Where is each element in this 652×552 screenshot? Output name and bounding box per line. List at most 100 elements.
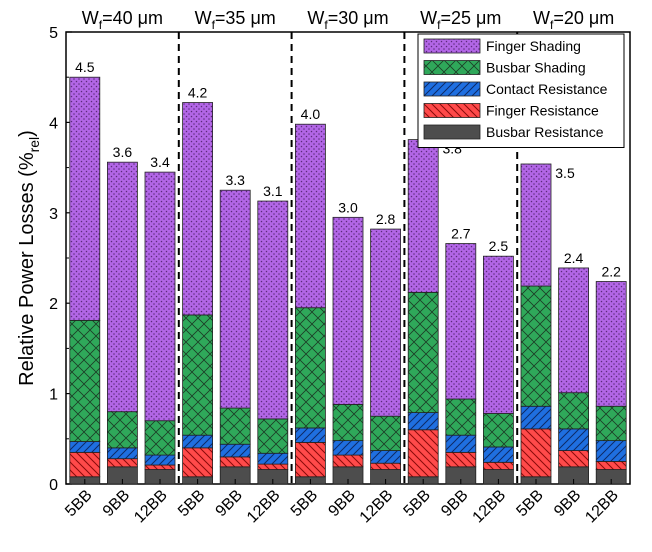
- x-tick-label: 5BB: [288, 487, 321, 520]
- bar-segment-finger-shading-pattern: [257, 201, 288, 419]
- x-tick-label: 9BB: [551, 487, 584, 520]
- bar-segment-contact-resistance-pattern: [408, 412, 439, 430]
- bar-segment-busbar-shading-pattern: [333, 404, 363, 441]
- bar-segment-busbar-resistance: [257, 469, 288, 484]
- group-label: Wf=20 μm: [533, 8, 614, 32]
- bar-segment-finger-shading-pattern: [107, 162, 138, 412]
- bar-segment-busbar-shading-pattern: [370, 416, 401, 451]
- y-tick-label: 3: [49, 206, 58, 223]
- bar-segment-contact-resistance-pattern: [483, 446, 514, 463]
- total-label: 3.0: [338, 199, 358, 215]
- group-labels: Wf=40 μm Wf=35 μm Wf=30 μm Wf=25 μm Wf=20 μm: [82, 8, 614, 32]
- legend-label: Busbar Shading: [486, 60, 586, 76]
- total-label: 4.0: [301, 106, 321, 122]
- bar-segment-contact-resistance-pattern: [182, 435, 213, 448]
- total-label: 2.2: [601, 264, 621, 280]
- bar-segment-finger-shading-pattern: [145, 172, 175, 421]
- stacked-bar-9BB: [445, 243, 477, 485]
- bar-segment-contact-resistance-pattern: [145, 455, 175, 466]
- x-tick-label: 5BB: [401, 487, 434, 520]
- bar-segment-finger-resistance-pattern: [107, 458, 138, 467]
- legend-label: Busbar Resistance: [486, 124, 604, 140]
- legend-swatch-outline: [423, 124, 481, 140]
- stacked-bar-5BB: [407, 139, 439, 485]
- bar-segment-contact-resistance-pattern: [295, 427, 326, 443]
- bar-segment-finger-shading-outline: [520, 163, 552, 287]
- x-tick-label: 5BB: [513, 487, 546, 520]
- bar-segment-busbar-shading-pattern: [558, 392, 589, 429]
- bar-segment-finger-shading-pattern: [295, 124, 326, 308]
- legend-swatch: [424, 125, 480, 139]
- total-label: 4.2: [188, 85, 208, 101]
- x-tick-label: 5BB: [175, 487, 208, 520]
- bar-segment-finger-shading-pattern: [69, 77, 100, 321]
- stacked-bar-5BB: [182, 102, 214, 485]
- bar-segment-contact-resistance-pattern: [333, 440, 363, 456]
- bar-segment-finger-resistance-pattern: [596, 461, 627, 470]
- bar-segment-finger-shading-outline: [294, 123, 326, 309]
- x-tick-label: 9BB: [438, 487, 471, 520]
- legend: Finger Shading Busbar Shading Contact Resi…: [417, 33, 625, 148]
- bar-segment-finger-resistance-pattern: [483, 462, 514, 470]
- bar-segment-finger-shading-pattern: [220, 190, 251, 409]
- stacked-bar-12BB: [144, 171, 176, 485]
- total-label: 2.8: [376, 211, 396, 227]
- bar-segment-finger-shading-pattern: [483, 256, 514, 414]
- y-tick-label: 5: [49, 25, 58, 42]
- bar-segment-contact-resistance-pattern: [445, 435, 476, 453]
- bar-segment-contact-resistance-pattern: [596, 440, 627, 462]
- legend-label: Contact Resistance: [486, 81, 608, 97]
- total-label: 3.3: [225, 172, 245, 188]
- x-tick-label: 5BB: [62, 487, 95, 520]
- total-label: 2.5: [489, 238, 509, 254]
- bar-segment-finger-shading-outline: [257, 200, 289, 420]
- bar-segment-busbar-resistance: [483, 469, 514, 484]
- bar-segment-finger-shading-pattern: [521, 163, 551, 287]
- total-labels: 4.53.63.44.23.33.14.03.02.83.82.72.53.52…: [75, 59, 621, 279]
- bar-segment-finger-shading-pattern: [370, 229, 401, 417]
- legend-swatch-pattern: [424, 39, 480, 53]
- legend-label: Finger Resistance: [486, 103, 599, 119]
- total-label: 3.1: [263, 183, 283, 199]
- group-label: Wf=25 μm: [420, 8, 501, 32]
- stacked-bar-5BB: [294, 123, 326, 485]
- y-tick-label: 4: [49, 115, 58, 132]
- bar-segment-finger-resistance-pattern: [295, 442, 326, 477]
- x-tick-label: 9BB: [325, 487, 358, 520]
- x-tick-label: 12BB: [131, 487, 171, 527]
- x-tick-label: 12BB: [470, 487, 510, 527]
- bar-segment-finger-shading-outline: [370, 228, 402, 417]
- y-tick-label: 1: [49, 387, 58, 404]
- stacked-bar-12BB: [257, 200, 289, 485]
- bar-segment-busbar-shading-pattern: [295, 307, 326, 428]
- y-tick-label: 2: [49, 296, 58, 313]
- bar-segment-finger-resistance-pattern: [69, 452, 100, 477]
- bar-segment-finger-shading-outline: [144, 171, 176, 422]
- bar-segment-finger-shading-pattern: [558, 267, 589, 393]
- bar-segment-finger-resistance-pattern: [257, 464, 288, 470]
- bar-segment-contact-resistance-pattern: [107, 447, 138, 459]
- total-label: 2.4: [564, 250, 584, 266]
- stacked-bar-9BB: [558, 267, 589, 485]
- stacked-bar-12BB: [370, 228, 402, 485]
- bar-segment-busbar-shading-pattern: [257, 418, 288, 454]
- bar-segment-finger-shading-pattern: [182, 102, 213, 315]
- total-label: 3.4: [150, 154, 170, 170]
- bar-segment-busbar-shading-pattern: [408, 292, 439, 413]
- bar-segment-finger-resistance-pattern: [408, 429, 439, 477]
- bar-segment-finger-shading-outline: [332, 216, 364, 405]
- x-tick-label: 9BB: [100, 487, 133, 520]
- legend-swatch-outline: [423, 60, 481, 75]
- bar-segment-finger-resistance-pattern: [521, 428, 551, 477]
- bar-segment-busbar-resistance: [107, 466, 138, 484]
- bar-segment-finger-shading-pattern: [333, 217, 363, 405]
- bar-segment-finger-resistance-pattern: [182, 447, 213, 477]
- bar-segment-busbar-resistance: [445, 466, 476, 484]
- legend-swatch-outline: [423, 38, 481, 54]
- bar-segment-finger-shading-outline: [445, 243, 477, 400]
- total-label: 3.5: [555, 165, 575, 181]
- bar-segment-contact-resistance-pattern: [69, 441, 100, 453]
- bar-segment-busbar-shading-pattern: [107, 411, 138, 448]
